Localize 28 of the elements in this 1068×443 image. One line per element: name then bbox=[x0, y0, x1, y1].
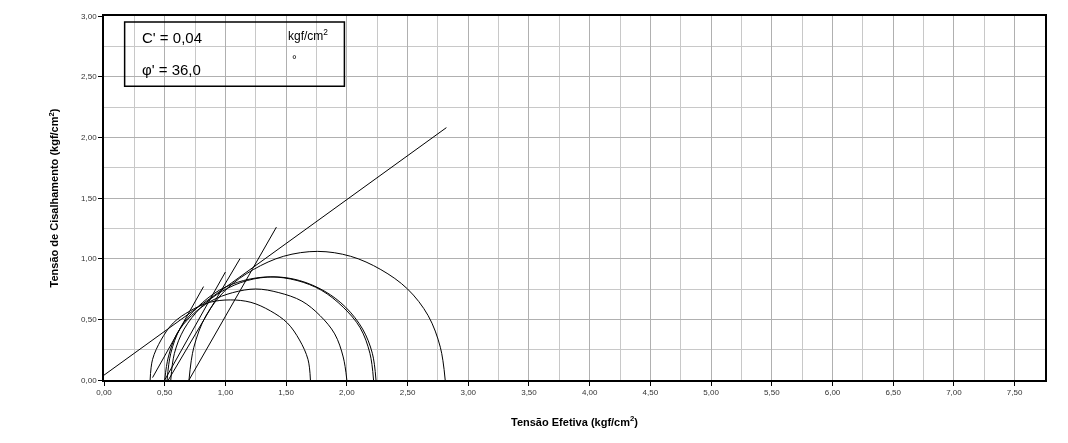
x-tick-label: 0,50 bbox=[156, 388, 174, 398]
x-axis-title: Tensão Efetiva (kgf/cm$^{2}$) bbox=[511, 414, 639, 429]
annotation: ° bbox=[292, 53, 297, 67]
x-tick-label: 3,50 bbox=[521, 388, 538, 398]
x-tick-label: 6,50 bbox=[885, 388, 902, 398]
x-tick-label: 3,00 bbox=[460, 388, 477, 398]
x-tick-label: 5,00 bbox=[703, 388, 720, 398]
annotation: kgf/cm$^{2}$ bbox=[288, 27, 329, 44]
x-tick-label: 7,00 bbox=[946, 388, 963, 398]
x-tick-label: 0,00 bbox=[96, 388, 113, 398]
y-tick-label: 0,00 bbox=[81, 375, 98, 385]
x-tick-label: 6,00 bbox=[824, 388, 841, 398]
x-tick-label: 2,00 bbox=[339, 388, 356, 398]
y-tick-label: 3,00 bbox=[81, 11, 98, 21]
y-tick-label: 1,00 bbox=[81, 254, 98, 264]
x-tick-label: 4,00 bbox=[581, 388, 599, 398]
y-tick-label: 1,50 bbox=[81, 193, 98, 203]
x-tick-label: 5,50 bbox=[764, 388, 781, 398]
x-tick-label: 7,50 bbox=[1006, 388, 1023, 398]
x-tick-label: 4,50 bbox=[642, 388, 659, 398]
y-tick-label: 2,50 bbox=[81, 72, 98, 82]
y-tick-label: 2,00 bbox=[81, 133, 98, 143]
x-tick-label: 2,50 bbox=[399, 388, 416, 398]
annotation: φ' = 36,0 bbox=[142, 61, 201, 78]
x-tick-label: 1,50 bbox=[278, 388, 295, 398]
annotation: C' = 0,04 bbox=[142, 29, 202, 46]
x-tick-label: 1,00 bbox=[217, 388, 234, 398]
y-tick-label: 0,50 bbox=[81, 315, 98, 325]
